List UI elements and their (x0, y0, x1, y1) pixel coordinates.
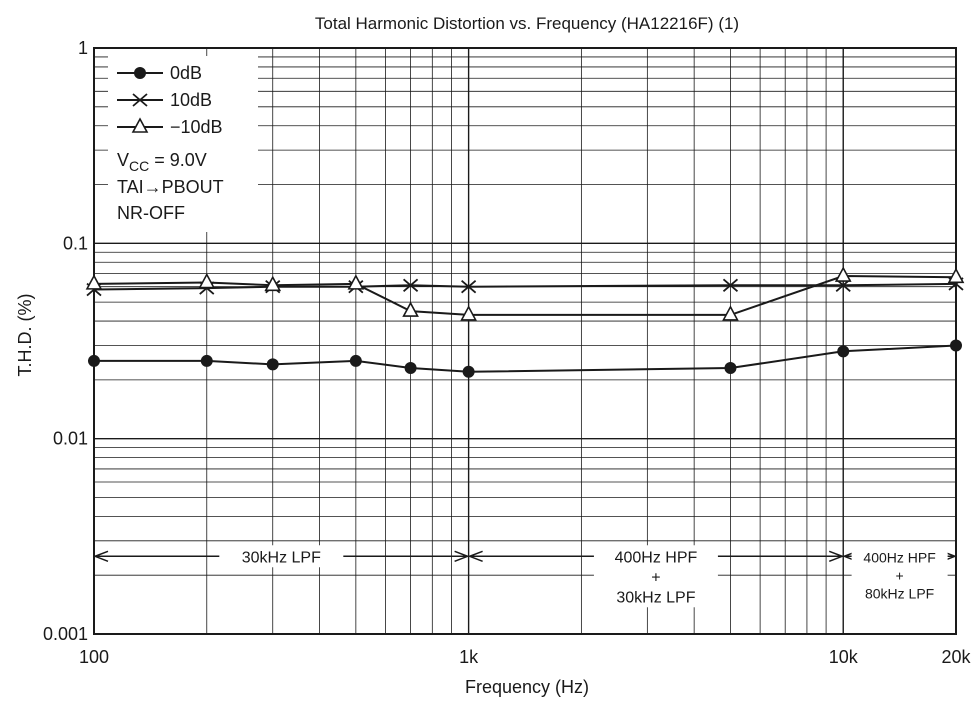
data-point (266, 277, 280, 290)
legend-label: 10dB (170, 90, 212, 110)
data-point (836, 268, 850, 281)
x-axis-label: Frequency (Hz) (465, 677, 589, 697)
data-point (837, 345, 849, 357)
data-point (462, 307, 476, 320)
band-label: 400Hz HPF (615, 549, 698, 566)
band-label: 400Hz HPF (863, 549, 935, 565)
data-point (949, 269, 963, 282)
chart-title: Total Harmonic Distortion vs. Frequency … (315, 14, 739, 33)
data-point (200, 275, 214, 288)
legend: 0dB 10dB −10dB VCC = 9.0V TAI→PBOUT NR-OFF (108, 56, 258, 232)
y-tick-label: 0.1 (63, 233, 88, 253)
data-point (87, 276, 101, 289)
x-tick-label: 100 (79, 647, 109, 667)
condition-path: TAI→PBOUT (117, 177, 224, 197)
data-point (267, 358, 279, 370)
data-point (463, 366, 475, 378)
y-tick-labels: 1 0.1 0.01 0.001 (43, 38, 88, 644)
series-line (94, 346, 956, 372)
band-label: + (896, 567, 904, 583)
series-line (94, 276, 956, 315)
x-tick-label: 1k (459, 647, 479, 667)
data-point (88, 355, 100, 367)
band-label: 30kHz LPF (242, 549, 321, 566)
filter-band: 400Hz HPF +80kHz LPF (844, 545, 955, 603)
band-label: + (651, 569, 660, 586)
band-label: 80kHz LPF (865, 585, 934, 601)
filter-band: 400Hz HPF +30kHz LPF (470, 545, 843, 607)
x-tick-label: 20k (941, 647, 971, 667)
x-tick-labels: 100 1k 10k 20k (79, 647, 972, 667)
data-point (350, 355, 362, 367)
condition-nr: NR-OFF (117, 203, 185, 223)
vcc-prefix: V (117, 150, 129, 170)
filter-band: 30kHz LPF (95, 545, 468, 567)
data-point (201, 355, 213, 367)
data-point (134, 67, 146, 79)
x-tick-label: 10k (829, 647, 859, 667)
series-group (87, 268, 963, 378)
y-tick-label: 0.01 (53, 429, 88, 449)
data-point (405, 362, 417, 374)
legend-label: −10dB (170, 117, 223, 137)
y-tick-label: 0.001 (43, 624, 88, 644)
y-tick-label: 1 (78, 38, 88, 58)
band-label: 30kHz LPF (616, 589, 695, 606)
vcc-sub: CC (129, 158, 149, 174)
vcc-value: = 9.0V (149, 150, 207, 170)
y-axis-label: T.H.D. (%) (15, 294, 35, 377)
data-point (724, 362, 736, 374)
series-open-triangle (87, 268, 963, 320)
legend-label: 0dB (170, 63, 202, 83)
data-point (950, 339, 962, 351)
